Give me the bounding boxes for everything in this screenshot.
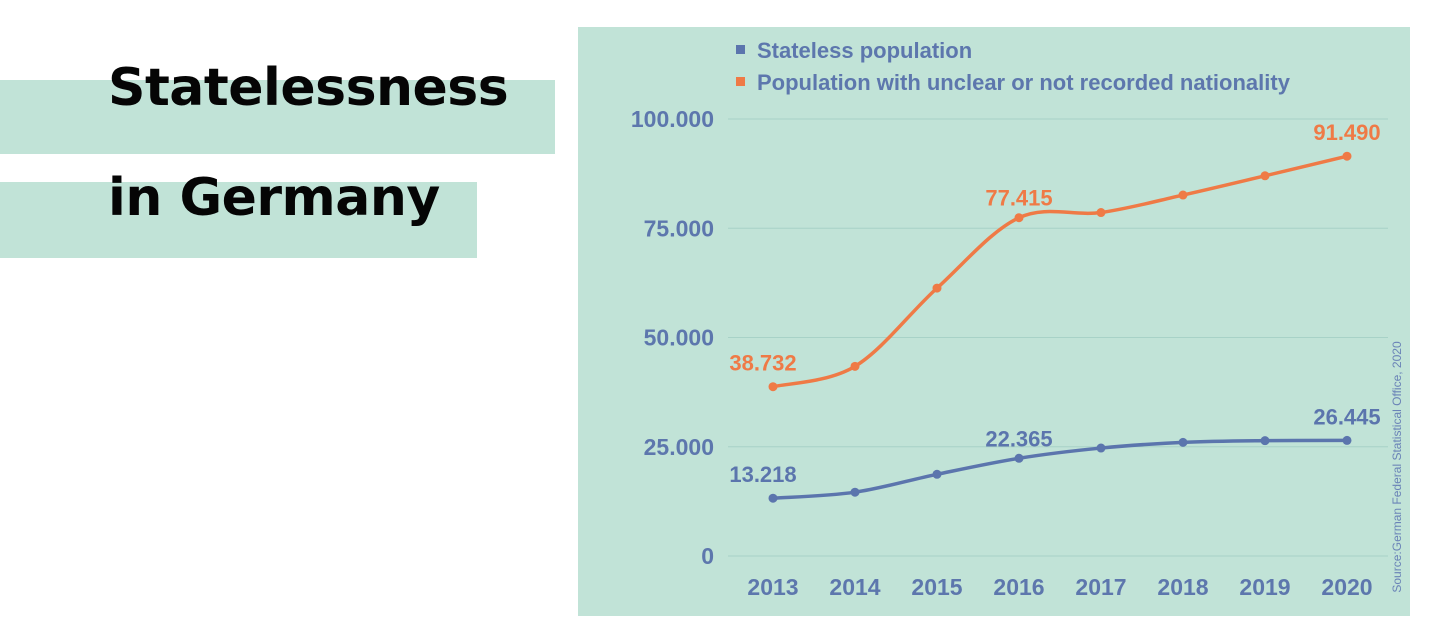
series-point-unclear xyxy=(1342,151,1352,161)
data-label-unclear: 77.415 xyxy=(985,186,1052,211)
x-tick-label: 2013 xyxy=(747,574,798,600)
x-tick-label: 2019 xyxy=(1239,574,1290,600)
series-point-stateless xyxy=(1096,443,1106,453)
title-highlight-band-bottom xyxy=(0,182,477,258)
data-label-stateless: 26.445 xyxy=(1313,404,1380,429)
legend-label-unclear: Population with unclear or not recorded … xyxy=(757,70,1291,95)
series-point-unclear xyxy=(1014,213,1024,223)
legend-swatch-unclear xyxy=(736,77,745,86)
source-note: Source:German Federal Statistical Office… xyxy=(1390,341,1404,593)
series-point-unclear xyxy=(768,382,778,392)
x-tick-label: 2018 xyxy=(1157,574,1208,600)
data-label-unclear: 91.490 xyxy=(1313,120,1380,145)
series-point-stateless xyxy=(1260,436,1270,446)
series-point-unclear xyxy=(932,283,942,293)
y-tick-label: 75.000 xyxy=(644,215,714,241)
data-label-stateless: 22.365 xyxy=(985,426,1052,451)
page-title-line-1: Statelessness xyxy=(108,58,509,118)
series-point-unclear xyxy=(1260,171,1270,181)
x-tick-label: 2015 xyxy=(911,574,962,600)
series-point-unclear xyxy=(1096,208,1106,218)
y-tick-label: 50.000 xyxy=(644,325,714,351)
title-highlight-band-top xyxy=(0,80,555,154)
x-tick-label: 2020 xyxy=(1321,574,1372,600)
series-point-stateless xyxy=(850,487,860,497)
page-title-line-2: in Germany xyxy=(108,168,440,228)
data-label-unclear: 38.732 xyxy=(729,351,796,376)
legend-swatch-stateless xyxy=(736,45,745,54)
series-point-stateless xyxy=(1014,453,1024,463)
data-label-stateless: 13.218 xyxy=(729,462,796,487)
series-point-stateless xyxy=(1178,437,1188,447)
series-point-unclear xyxy=(850,361,860,371)
line-chart: 0 25.000 50.000 75.000 100.000 2013 2014 2015 20… xyxy=(631,38,1388,600)
chart-panel: 0 25.000 50.000 75.000 100.000 2013 2014 2015 20… xyxy=(578,27,1410,616)
series-line-unclear xyxy=(771,154,1349,389)
series-point-stateless xyxy=(1342,435,1352,445)
legend-label-stateless: Stateless population xyxy=(757,38,972,63)
series-line-stateless xyxy=(771,438,1349,500)
series-point-stateless xyxy=(768,493,778,503)
x-tick-label: 2017 xyxy=(1075,574,1126,600)
x-tick-label: 2014 xyxy=(829,574,880,600)
series-point-unclear xyxy=(1178,190,1188,200)
y-tick-label: 0 xyxy=(701,543,714,569)
y-tick-label: 100.000 xyxy=(631,106,714,132)
y-tick-label: 25.000 xyxy=(644,434,714,460)
series-point-stateless xyxy=(932,469,942,479)
x-tick-label: 2016 xyxy=(993,574,1044,600)
